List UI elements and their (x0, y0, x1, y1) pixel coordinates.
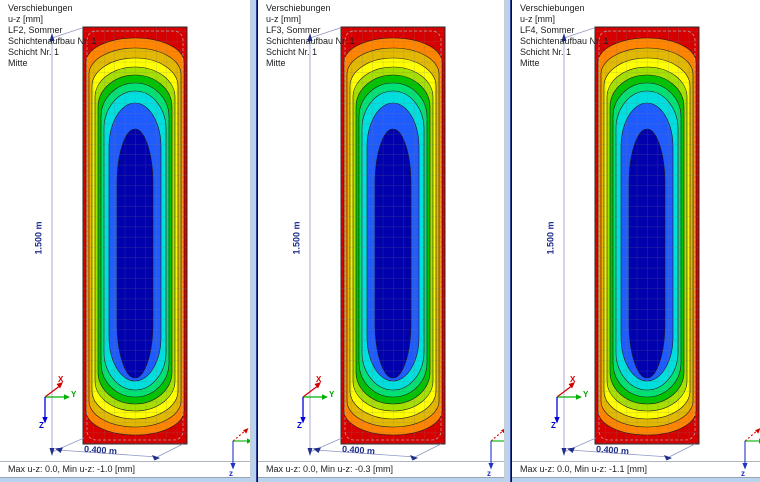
status-minmax: Max u-z: 0.0, Min u-z: -1.0 [mm] (8, 464, 136, 474)
dimension-width-label: 0.400 m (83, 443, 118, 457)
legend-loadcase: LF2, Sommer (8, 25, 63, 35)
window-border-bottom (258, 478, 504, 482)
viewport-splitter[interactable] (250, 0, 258, 482)
axis-y-label: Y (71, 390, 77, 399)
legend-position: Mitte (266, 58, 286, 68)
status-bar: Max u-z: 0.0, Min u-z: -0.3 [mm] (258, 461, 504, 478)
result-legend: Verschiebungen u-z [mm] LF2, Sommer Schi… (8, 3, 97, 69)
legend-title: Verschiebungen (8, 3, 73, 13)
dimension-height-label: 1.500 m (545, 221, 556, 255)
status-bar: Max u-z: 0.0, Min u-z: -1.0 [mm] (0, 461, 250, 478)
viewport-lf3[interactable]: Verschiebungen u-z [mm] LF3, Sommer Schi… (258, 0, 504, 482)
axis-x-label: X (58, 375, 64, 384)
axis-y-label: Y (329, 390, 335, 399)
dimension-width-label: 0.400 m (595, 443, 630, 457)
axis-z-corner-label: z (741, 469, 745, 478)
legend-quantity: u-z [mm] (266, 14, 301, 24)
viewport-lf2[interactable]: Verschiebungen u-z [mm] LF2, Sommer Schi… (0, 0, 250, 482)
status-minmax: Max u-z: 0.0, Min u-z: -1.1 [mm] (520, 464, 648, 474)
status-minmax: Max u-z: 0.0, Min u-z: -0.3 [mm] (266, 464, 394, 474)
status-bar: Max u-z: 0.0, Min u-z: -1.1 [mm] (512, 461, 760, 478)
axis-z-corner-label: z (229, 469, 233, 478)
axis-z-label: Z (39, 421, 44, 430)
legend-layer: Schicht Nr. 1 (8, 47, 60, 57)
legend-layer: Schicht Nr. 1 (520, 47, 572, 57)
axis-y-label: Y (583, 390, 589, 399)
axis-x-label: X (570, 375, 576, 384)
legend-position: Mitte (8, 58, 28, 68)
viewport-lf4[interactable]: Verschiebungen u-z [mm] LF4, Sommer Schi… (512, 0, 760, 482)
axis-x-label: X (316, 375, 322, 384)
axis-z-label: Z (551, 421, 556, 430)
legend-quantity: u-z [mm] (8, 14, 43, 24)
window-border-bottom (512, 478, 760, 482)
legend-title: Verschiebungen (266, 3, 331, 13)
dimension-height-label: 1.500 m (291, 221, 302, 255)
legend-loadcase: LF3, Sommer (266, 25, 321, 35)
axis-z-corner-label: z (487, 469, 491, 478)
legend-layup: Schichtenaufbau Nr. 1 (266, 36, 355, 46)
legend-layup: Schichtenaufbau Nr. 1 (520, 36, 609, 46)
window-border-bottom (0, 478, 250, 482)
result-legend: Verschiebungen u-z [mm] LF4, Sommer Schi… (520, 3, 609, 69)
legend-quantity: u-z [mm] (520, 14, 555, 24)
dimension-width-label: 0.400 m (341, 443, 376, 457)
legend-position: Mitte (520, 58, 540, 68)
legend-title: Verschiebungen (520, 3, 585, 13)
axis-z-label: Z (297, 421, 302, 430)
legend-loadcase: LF4, Sommer (520, 25, 575, 35)
legend-layer: Schicht Nr. 1 (266, 47, 318, 57)
legend-layup: Schichtenaufbau Nr. 1 (8, 36, 97, 46)
dimension-height-label: 1.500 m (33, 221, 44, 255)
result-legend: Verschiebungen u-z [mm] LF3, Sommer Schi… (266, 3, 355, 69)
viewport-splitter[interactable] (504, 0, 512, 482)
